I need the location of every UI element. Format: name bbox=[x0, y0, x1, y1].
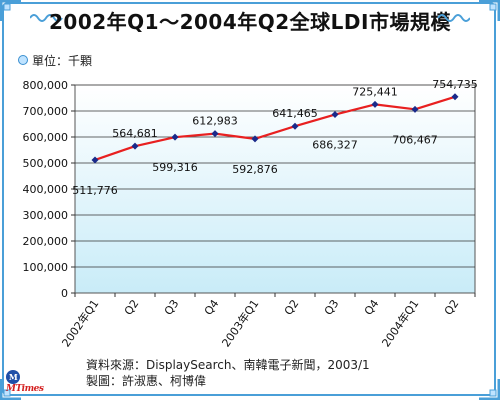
series-line-layer bbox=[94, 95, 456, 161]
series-line bbox=[94, 95, 456, 161]
y-tick-label: 200,000 bbox=[23, 235, 69, 248]
corner-ornament-bottom-right bbox=[479, 379, 500, 400]
data-label: 641,465 bbox=[272, 107, 318, 120]
unit-label-text: 單位：千顆 bbox=[32, 54, 93, 68]
data-point bbox=[131, 142, 139, 150]
title-wave-ornament-right bbox=[437, 14, 470, 22]
chart-title: 2002年Q1～2004年Q2全球LDI市場規模 bbox=[49, 10, 451, 34]
data-label: 686,327 bbox=[312, 139, 358, 152]
data-label: 599,316 bbox=[152, 161, 198, 174]
x-tick-label: Q2 bbox=[122, 297, 142, 317]
y-tick-label: 300,000 bbox=[23, 209, 69, 222]
corner-ornament-top-left bbox=[0, 0, 21, 21]
series-markers bbox=[91, 93, 459, 164]
x-tick-label: Q2 bbox=[282, 297, 302, 317]
unit-label: 單位：千顆 bbox=[18, 52, 92, 69]
x-tick-label: Q3 bbox=[162, 297, 182, 317]
y-tick-label: 0 bbox=[61, 287, 68, 300]
publisher-logo: MMTimes bbox=[6, 370, 44, 394]
corner-ornament-top-right bbox=[479, 0, 500, 21]
title-wave-ornament-left bbox=[30, 14, 63, 22]
data-point bbox=[251, 135, 259, 143]
data-point bbox=[291, 122, 299, 130]
data-point bbox=[411, 105, 419, 113]
x-tick-label: Q3 bbox=[322, 297, 342, 317]
logo-mark-icon: M bbox=[6, 370, 20, 384]
data-point bbox=[91, 156, 99, 164]
data-label: 754,735 bbox=[432, 78, 478, 91]
data-labels: 511,776 564,681 599,316 612,983 592,876 641,4… bbox=[72, 78, 478, 197]
data-point bbox=[451, 93, 459, 101]
logo-text: MTimes bbox=[6, 384, 44, 394]
x-tick-label: Q4 bbox=[362, 297, 382, 317]
y-tick-label: 500,000 bbox=[23, 157, 69, 170]
data-point bbox=[331, 111, 339, 119]
unit-bullet-icon bbox=[18, 55, 28, 65]
data-point bbox=[171, 133, 179, 141]
data-label: 592,876 bbox=[232, 163, 278, 176]
source-line: 資料來源：DisplaySearch、南韓電子新聞，2003/1 bbox=[86, 358, 370, 372]
y-tick-label: 800,000 bbox=[23, 79, 69, 92]
x-tick-label: 2004年Q1 bbox=[379, 297, 422, 350]
corner-ornament-bottom-left bbox=[0, 379, 21, 400]
y-tick-label: 400,000 bbox=[23, 183, 69, 196]
x-tick-label: 2002年Q1 bbox=[59, 297, 102, 350]
data-label: 511,776 bbox=[72, 184, 118, 197]
footer: 資料來源：DisplaySearch、南韓電子新聞，2003/1 製圖：許淑惠、… bbox=[86, 357, 370, 389]
x-tick-label: Q4 bbox=[202, 297, 222, 317]
x-tick-label: Q2 bbox=[442, 297, 462, 317]
data-label: 564,681 bbox=[112, 127, 158, 140]
y-tick-label: 600,000 bbox=[23, 131, 69, 144]
x-tick-label: 2003年Q1 bbox=[219, 297, 262, 350]
y-tick-label: 100,000 bbox=[23, 261, 69, 274]
maker-line: 製圖：許淑惠、柯博偉 bbox=[86, 374, 207, 388]
gridlines bbox=[75, 110, 475, 268]
data-label: 725,441 bbox=[352, 85, 398, 98]
y-tick-label: 700,000 bbox=[23, 105, 69, 118]
data-point bbox=[371, 100, 379, 108]
data-point bbox=[211, 130, 219, 138]
data-label: 706,467 bbox=[392, 133, 438, 146]
data-label: 612,983 bbox=[192, 115, 238, 128]
y-axis-ticks: 0 100,000 200,000 300,000 400,000 500,000 600,… bbox=[23, 79, 75, 300]
